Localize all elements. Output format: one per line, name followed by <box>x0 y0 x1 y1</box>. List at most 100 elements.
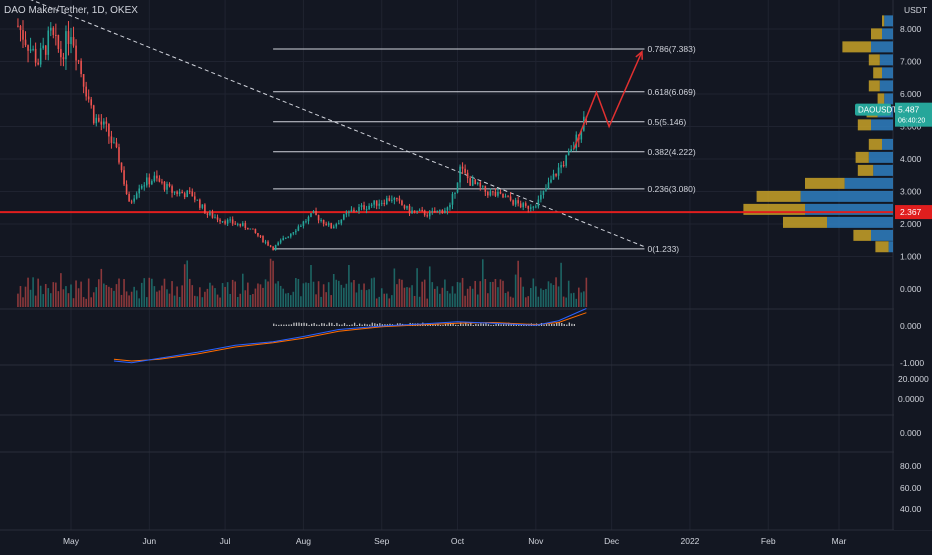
volume-bar <box>148 277 151 307</box>
candle-body <box>519 203 522 208</box>
candle-body <box>176 191 178 194</box>
volume-bar <box>385 293 388 307</box>
candle-body <box>355 210 358 212</box>
candle-body <box>252 228 254 230</box>
volume-bar <box>82 297 85 307</box>
volume-bar <box>353 280 355 307</box>
volume-bar <box>140 282 143 307</box>
volume-bar <box>37 278 39 307</box>
volume-profile-down <box>875 241 889 253</box>
macd-histogram-bar <box>429 323 432 326</box>
volume-bar <box>226 282 229 307</box>
candle-body <box>489 191 492 196</box>
candle-body <box>143 185 146 187</box>
volume-bar <box>547 281 550 307</box>
price-tick-label: 8.000 <box>900 24 922 34</box>
volume-bar <box>388 298 391 307</box>
time-axis[interactable]: May Jun Jul Aug Sep Oct Nov Dec 2022 Feb Mar <box>63 536 847 546</box>
candle-body <box>239 223 242 226</box>
indicator5-tick-label: 80.00 <box>900 461 922 471</box>
macd-pane <box>113 308 587 364</box>
candle-body <box>406 205 408 209</box>
candle-body <box>542 190 545 195</box>
volume-bar <box>529 288 532 307</box>
candle-body <box>479 182 482 187</box>
volume-bar <box>489 281 492 307</box>
macd-histogram-bar <box>366 324 368 326</box>
candle-body <box>547 182 550 189</box>
candle-body <box>55 34 57 36</box>
time-tick-label: Aug <box>296 536 311 546</box>
macd-histogram-bar <box>523 324 525 326</box>
grid <box>0 0 893 530</box>
volume-profile-down <box>853 229 871 241</box>
candle-body <box>118 147 120 163</box>
macd-histogram-bar <box>396 323 399 326</box>
macd-histogram-bar <box>543 324 545 326</box>
candle-body <box>509 196 512 201</box>
volume-bar <box>454 293 456 307</box>
volume-bar <box>383 293 386 307</box>
volume-bar <box>325 292 327 307</box>
volume-bar <box>337 280 340 307</box>
candle-body <box>196 199 199 201</box>
projection-path[interactable] <box>573 50 643 150</box>
macd-histogram-bar <box>518 324 520 326</box>
macd-line <box>113 308 587 364</box>
price-axis[interactable]: USDT8.0007.0006.0005.0004.0003.0002.0001… <box>855 0 932 530</box>
candle-body <box>52 27 55 35</box>
volume-bar <box>249 294 252 307</box>
candle-body <box>451 193 454 205</box>
volume-bar <box>300 296 302 307</box>
macd-histogram-bar <box>467 324 469 326</box>
volume-bar <box>451 286 454 307</box>
macd-histogram-bar <box>568 322 570 326</box>
volume-bar <box>436 286 439 307</box>
volume-bar <box>55 282 57 307</box>
volume-bar <box>583 291 585 307</box>
candle-body <box>312 210 315 214</box>
macd-histogram-bar <box>475 323 477 326</box>
volume-bar <box>459 282 461 307</box>
volume-profile-down <box>857 164 874 176</box>
candle-body <box>535 206 537 208</box>
candle-body <box>315 210 317 216</box>
volume-bar <box>47 288 50 307</box>
candle-body <box>289 233 292 237</box>
volume-bar <box>284 293 287 307</box>
volume-bar <box>502 280 504 307</box>
candle-body <box>62 57 65 60</box>
candle-body <box>262 235 264 243</box>
candle-body <box>297 226 300 231</box>
candle-body <box>123 170 125 185</box>
volume-profile-up <box>879 80 893 92</box>
volume-bar <box>52 282 55 307</box>
candle-body <box>216 217 219 220</box>
volume-bar <box>214 288 216 307</box>
candle-body <box>327 223 330 226</box>
candle-body <box>416 210 418 212</box>
volume-bar <box>287 292 290 307</box>
macd-histogram-bar <box>283 324 285 326</box>
volume-bar <box>302 283 305 307</box>
volume-bar <box>252 294 254 307</box>
fibonacci-retracement[interactable]: 0.786(7.383) 0.618(6.069) 0.5(5.146) 0.382(… <box>273 44 696 254</box>
macd-histogram-bar <box>492 324 495 326</box>
macd-histogram-bar <box>460 322 462 326</box>
volume-bar <box>254 288 257 307</box>
volume-bar <box>62 289 65 307</box>
volume-bar <box>133 286 135 307</box>
candle-body <box>325 223 327 226</box>
candle-body <box>421 210 423 212</box>
volume-bar <box>310 264 312 307</box>
volume-bar <box>247 282 249 307</box>
macd-histogram-bar <box>487 324 490 326</box>
macd-histogram-bar <box>561 322 563 326</box>
volume-bar <box>441 287 444 307</box>
candle-body <box>236 223 239 225</box>
macd-histogram-bar <box>566 324 568 326</box>
candle-body <box>380 202 383 204</box>
macd-histogram-bar <box>351 324 353 326</box>
